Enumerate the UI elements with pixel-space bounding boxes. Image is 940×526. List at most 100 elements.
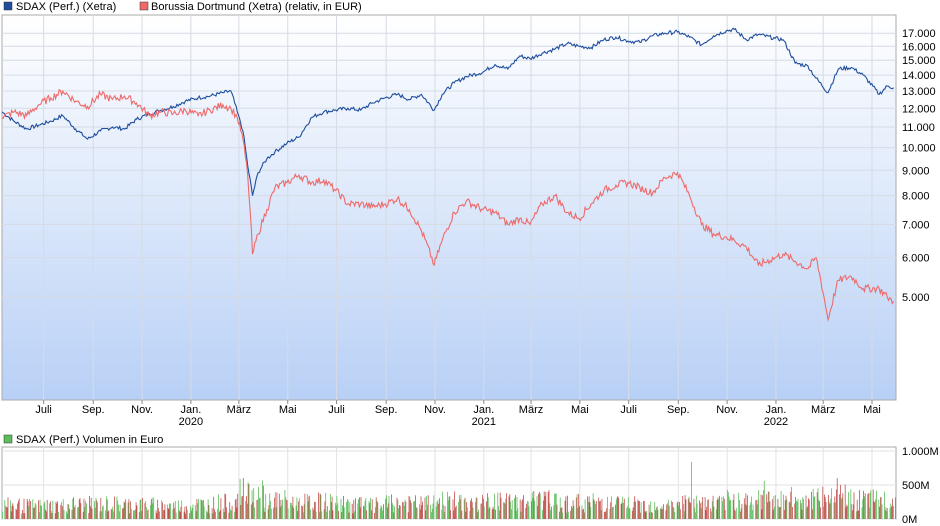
volume-bar — [85, 500, 86, 519]
volume-bar — [667, 499, 669, 519]
volume-bar — [24, 513, 26, 519]
volume-bar — [270, 508, 272, 519]
volume-bar — [34, 507, 35, 519]
volume-bar — [536, 496, 538, 519]
volume-bar — [691, 461, 692, 519]
volume-bar — [111, 508, 113, 519]
volume-bar — [666, 504, 668, 519]
volume-bar — [735, 511, 736, 519]
volume-bar — [769, 501, 771, 519]
volume-bar — [879, 506, 880, 519]
volume-bar — [805, 495, 807, 519]
volume-bar — [667, 503, 668, 519]
volume-bar — [325, 492, 327, 519]
volume-bar — [590, 506, 592, 519]
volume-bar — [623, 502, 624, 519]
volume-bar — [152, 503, 154, 519]
volume-bar — [761, 509, 763, 519]
volume-bar — [874, 502, 876, 519]
volume-bar — [593, 499, 595, 519]
volume-bar — [370, 497, 371, 519]
volume-bar — [102, 506, 103, 519]
volume-bar — [544, 496, 546, 519]
volume-bar — [587, 501, 589, 519]
volume-bar — [410, 500, 411, 519]
volume-bar — [455, 507, 456, 519]
volume-bar — [739, 500, 740, 519]
volume-bar — [650, 501, 652, 519]
main-x-tick-label: März — [811, 404, 835, 416]
volume-bar — [649, 512, 651, 519]
volume-bar — [134, 509, 136, 519]
volume-bar — [167, 507, 169, 519]
volume-bar — [836, 489, 837, 519]
volume-bar — [635, 501, 636, 519]
volume-bar — [89, 495, 90, 519]
main-x-tick-label: Juli — [35, 404, 52, 416]
main-y-tick-label: 10.000 — [902, 143, 936, 155]
volume-bar — [313, 509, 315, 519]
volume-bar — [483, 506, 485, 519]
volume-bar — [105, 510, 106, 519]
volume-bar — [404, 499, 406, 519]
volume-bar — [631, 510, 633, 519]
volume-bar — [702, 497, 704, 519]
volume-bar — [145, 500, 147, 519]
volume-bar — [124, 502, 126, 519]
volume-bar — [571, 506, 572, 519]
volume-bar — [814, 496, 816, 519]
volume-bar — [469, 511, 471, 519]
volume-bar — [683, 511, 685, 519]
volume-bar — [51, 513, 53, 519]
volume-bar — [388, 495, 390, 519]
volume-bar — [499, 510, 500, 519]
volume-bar — [730, 499, 732, 519]
volume-bar — [343, 507, 345, 519]
volume-bar — [253, 488, 255, 519]
volume-bar — [391, 494, 392, 519]
volume-bar — [492, 506, 494, 519]
volume-bar — [268, 505, 270, 519]
volume-bar — [298, 498, 300, 519]
volume-bar — [840, 499, 842, 519]
volume-bar — [392, 505, 394, 519]
volume-bar — [158, 508, 159, 519]
volume-bar — [852, 504, 854, 519]
volume-bar — [503, 502, 505, 519]
volume-bar — [514, 498, 515, 519]
volume-bar — [425, 510, 427, 519]
volume-bar — [150, 499, 152, 519]
volume-bar — [276, 492, 278, 519]
volume-bar — [252, 502, 254, 519]
volume-bar — [767, 491, 769, 519]
volume-bar — [850, 489, 852, 519]
volume-bar — [343, 495, 344, 519]
volume-bar — [752, 504, 754, 519]
volume-bar — [101, 511, 102, 519]
volume-bar — [331, 496, 333, 519]
volume-bar — [449, 496, 451, 519]
volume-bar — [156, 513, 158, 519]
volume-bar — [834, 496, 836, 519]
volume-bar — [183, 511, 185, 519]
volume-bar — [220, 498, 222, 519]
volume-bar — [672, 506, 674, 519]
volume-bar — [773, 496, 775, 519]
volume-bar — [768, 491, 770, 519]
volume-bar — [788, 501, 790, 519]
volume-bar — [125, 499, 127, 519]
main-y-tick-label: 9.000 — [902, 165, 930, 177]
volume-bar — [321, 511, 323, 519]
volume-bar — [633, 501, 635, 519]
volume-bar — [293, 508, 295, 519]
volume-bar — [783, 509, 785, 519]
volume-bar — [820, 507, 821, 519]
volume-bar — [56, 503, 58, 519]
volume-bar — [26, 499, 28, 519]
volume-bar — [559, 511, 560, 519]
volume-bar — [734, 509, 736, 519]
volume-bar — [91, 508, 93, 519]
volume-bar — [696, 503, 698, 519]
volume-bar — [740, 508, 742, 519]
volume-bar — [200, 499, 202, 519]
